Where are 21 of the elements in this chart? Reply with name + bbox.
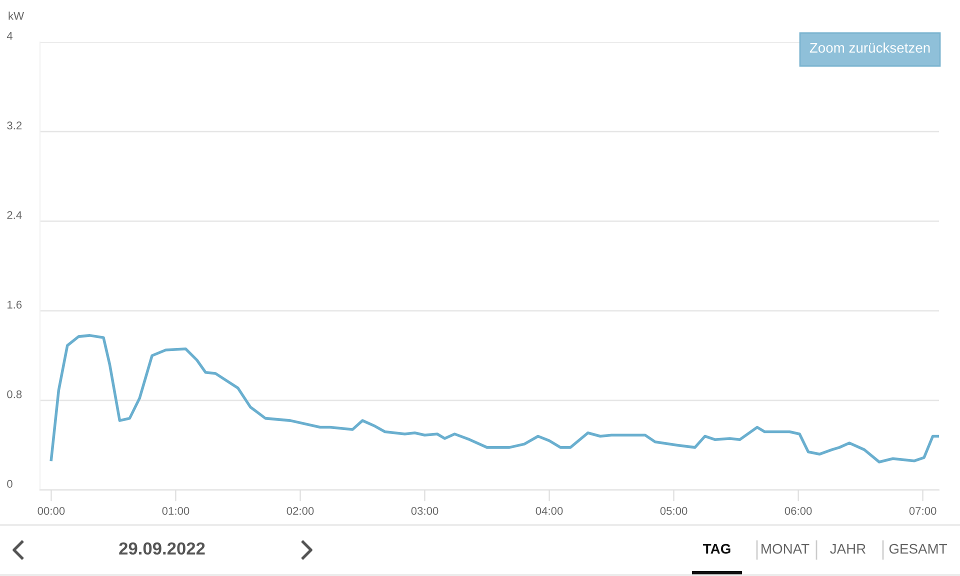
text: TAG — [703, 544, 730, 554]
x-tick-label: 07:00 — [909, 506, 936, 515]
x-tick-label: 00:00 — [38, 506, 65, 515]
annotation: Zoom zurücksetzen — [810, 42, 930, 53]
text: JAHR — [830, 544, 866, 554]
y-tick-label: 1.6 — [8, 300, 22, 309]
y-tick-label: 3.2 — [7, 122, 22, 130]
text: 29.09.2022 — [119, 542, 205, 555]
x-tick-label: 06:00 — [784, 506, 812, 515]
y-tick-label: 0.8 — [7, 390, 22, 398]
x-tick-label: 01:00 — [162, 506, 190, 515]
x-tick-label: 05:00 — [660, 506, 688, 515]
y-tick-label: 0 — [7, 480, 12, 488]
y-tick-label: 2.4 — [7, 211, 22, 219]
y-tick-label: 4 — [6, 32, 13, 40]
text: GESAMT — [889, 544, 948, 554]
x-tick-label: 03:00 — [411, 506, 438, 515]
x-tick-label: 02:00 — [286, 506, 314, 515]
x-tick-label: 04:00 — [536, 506, 563, 515]
text: MONAT — [762, 544, 810, 554]
y-axis-title: kW — [8, 12, 24, 20]
